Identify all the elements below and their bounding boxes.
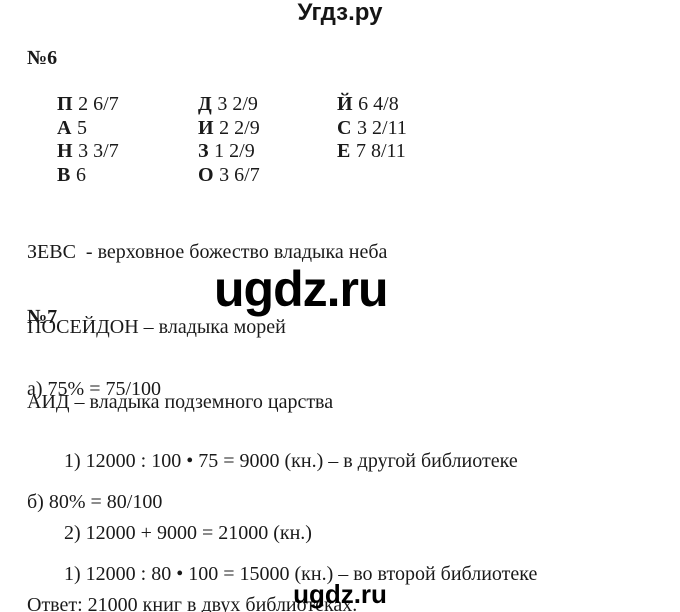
god-definition-poseidon: ПОСЕЙДОН – владыка морей [27, 316, 286, 338]
cipher-letter: О [198, 163, 214, 186]
cipher-letter: В [57, 163, 71, 186]
cipher-letter: С [337, 116, 352, 139]
part-a-intro: а) 75% = 75/100 [27, 378, 162, 400]
part-a-step-2: 2) 12000 + 9000 = 21000 (кн.) [64, 522, 312, 544]
task6-heading: №6 [27, 47, 58, 69]
part-b-intro: б) 80% = 80/100 [27, 491, 163, 513]
cipher-letter: Е [337, 140, 351, 162]
site-header-title: Угдз.ру [297, 0, 383, 26]
task7-solution-part-a: а) 75% = 75/100 1) 12000 : 100 • 75 = 90… [27, 329, 518, 612]
cipher-value: 5 [77, 116, 88, 139]
cipher-value: 3 2/9 [217, 93, 258, 115]
letter-answer-cell [307, 141, 437, 165]
god-definition-zeus: ЗЕВС - верховное божество владыка неба [27, 241, 388, 263]
task6-gods-legend: ЗЕВС - верховное божество владыка неба П… [27, 190, 387, 465]
cipher-value: 7 8/11 [355, 140, 406, 162]
task7-solution-part-b: б) 80% = 80/100 1) 12000 : 80 • 100 = 15… [27, 442, 537, 612]
cipher-letter: З [198, 140, 209, 162]
cipher-letter: П [57, 93, 73, 115]
cipher-value: 3 6/7 [219, 163, 260, 186]
part-a-step-1: 1) 12000 : 100 • 75 = 9000 (кн.) – в дру… [64, 450, 518, 472]
part-b-step-1: 1) 12000 : 80 • 100 = 15000 (кн.) – во в… [64, 563, 538, 585]
cipher-value: 1 2/9 [214, 140, 255, 162]
cipher-letter: И [198, 116, 214, 139]
ugdz-watermark-large: ugdz.ru [214, 261, 389, 317]
cipher-value: 6 [75, 163, 86, 186]
cipher-letter: Н [57, 140, 73, 162]
cipher-value: 3 2/11 [357, 116, 407, 139]
task7-heading: №7 [27, 306, 58, 328]
cipher-value: 6 4/8 [358, 93, 399, 115]
part-a-answer: Ответ: 21000 книг в двух библиотеках. [27, 594, 358, 612]
cipher-letter: Й [337, 93, 353, 115]
god-definition-hades: АИД – владыка подземного царства [27, 391, 334, 413]
cipher-value: 2 2/9 [219, 116, 260, 139]
ugdz-watermark-footer: ugdz.ru [293, 579, 387, 609]
cipher-value: 3 3/7 [78, 140, 119, 162]
cipher-value: 2 6/7 [78, 93, 119, 115]
cipher-letter: Д [198, 93, 212, 115]
cipher-letter: А [57, 116, 72, 139]
